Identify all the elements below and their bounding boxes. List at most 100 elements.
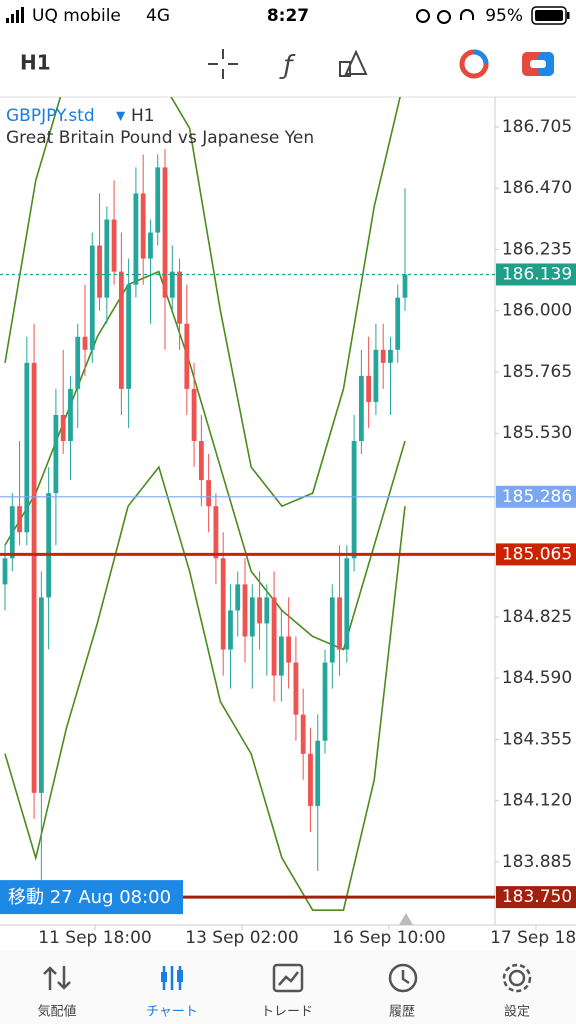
band-upper xyxy=(4,97,401,508)
candle-body xyxy=(351,441,357,559)
price-tag xyxy=(496,485,576,508)
one-click-button[interactable] xyxy=(459,49,489,79)
price-tag-label: 186.139 xyxy=(502,264,572,284)
candle-body xyxy=(184,323,190,389)
y-tick-label: 184.825 xyxy=(502,607,572,627)
candle-body xyxy=(322,662,328,741)
candle-body xyxy=(126,284,132,389)
crosshair-button[interactable] xyxy=(208,49,238,79)
y-tick-label: 186.470 xyxy=(502,178,572,198)
candle-body xyxy=(388,349,393,363)
candle-body xyxy=(278,636,284,676)
price-tag-label: 185.286 xyxy=(502,487,572,507)
overlay: 186.139 185.286 185.065 183.750 移動 27 Aug 08… xyxy=(0,263,576,915)
y-tick-label: 186.000 xyxy=(502,301,572,321)
candle-body xyxy=(395,297,401,350)
nav-label[interactable]: チャート xyxy=(146,1005,198,1020)
candle-body xyxy=(89,245,95,350)
candle-body xyxy=(111,219,117,272)
candle-body xyxy=(300,714,306,754)
candle-body xyxy=(2,558,8,585)
carrier: UQ mobile xyxy=(32,6,121,26)
candle-body xyxy=(169,271,175,298)
y-tick-label: 186.235 xyxy=(502,239,572,259)
candle-body xyxy=(162,167,168,298)
candle-body xyxy=(60,414,66,442)
chart-area: 186.705 186.470 186.235 186.000 185.765 185.5… xyxy=(0,96,576,948)
signal-icon xyxy=(6,7,24,23)
nav-label[interactable]: 設定 xyxy=(504,1004,530,1020)
candle-body xyxy=(24,362,30,533)
cursor-time-box[interactable] xyxy=(0,880,183,915)
candle-body xyxy=(242,584,248,637)
network: 4G xyxy=(146,6,170,26)
candle-body xyxy=(315,740,321,806)
x-tick-label: 17 Sep 18: xyxy=(490,928,576,948)
x-tick-label: 16 Sep 10:00 xyxy=(332,928,445,948)
candle-body xyxy=(249,597,255,637)
y-tick-label: 185.765 xyxy=(502,362,572,382)
candle-body xyxy=(293,662,299,715)
price-tag xyxy=(496,543,576,566)
candle-body xyxy=(31,362,37,793)
candle-body xyxy=(206,480,212,507)
candle-body xyxy=(82,336,88,350)
candle-body xyxy=(402,274,408,298)
candle-body xyxy=(140,193,146,259)
status-bar xyxy=(0,0,576,34)
candle-body xyxy=(148,232,153,259)
candle-body xyxy=(344,558,350,650)
candle-body xyxy=(235,584,241,611)
clock: 8:27 xyxy=(267,6,309,26)
x-tick-label: 13 Sep 02:00 xyxy=(185,928,298,948)
battery-icon xyxy=(531,6,570,25)
symbol-description: Great Britain Pound vs Japanese Yen xyxy=(6,128,314,148)
indicators-button[interactable]: ƒ xyxy=(278,51,296,81)
symbol[interactable]: GBPJPY.std xyxy=(6,106,95,126)
candle-body xyxy=(366,375,372,402)
price-tag-label: 183.750 xyxy=(502,887,572,907)
candle-body xyxy=(17,506,22,533)
nav-label[interactable]: トレード xyxy=(261,1005,313,1020)
scroll-marker xyxy=(399,913,413,925)
candle-body xyxy=(155,167,161,233)
candle-body xyxy=(104,219,110,298)
candle-body xyxy=(68,388,73,442)
candle-body xyxy=(46,493,52,598)
candle-body xyxy=(213,506,219,559)
price-tag xyxy=(496,886,576,909)
objects-button[interactable] xyxy=(339,49,368,77)
candle-body xyxy=(286,636,292,663)
candle-body xyxy=(264,597,270,624)
status-icons xyxy=(416,9,474,24)
trade-button[interactable] xyxy=(522,52,554,76)
nav-label[interactable]: 履歴 xyxy=(389,1005,415,1020)
candle-body xyxy=(257,597,262,624)
nav-label[interactable]: 気配値 xyxy=(37,1004,76,1020)
candle-body xyxy=(358,375,364,442)
candle-body xyxy=(198,441,204,481)
candle-body xyxy=(133,193,139,285)
candle-body xyxy=(220,558,226,650)
bottom-nav xyxy=(0,950,576,1024)
symbol-dropdown[interactable]: ▼ xyxy=(116,109,126,123)
battery-level: 95% xyxy=(485,6,523,26)
candle-body xyxy=(38,597,44,793)
timeframe-button[interactable]: H1 xyxy=(20,51,51,75)
plot xyxy=(2,97,408,911)
nav-icons xyxy=(43,963,532,993)
chart-timeframe: H1 xyxy=(131,106,155,126)
price-tag xyxy=(496,263,576,286)
candle-body xyxy=(75,336,81,389)
candle-body xyxy=(373,349,379,402)
cursor-time-label[interactable]: 移動 27 Aug 08:00 xyxy=(8,887,171,908)
y-tick-label: 184.355 xyxy=(502,729,572,749)
candle-body xyxy=(97,245,102,298)
candle-body xyxy=(308,753,313,806)
candle-body xyxy=(118,271,124,389)
candle-body xyxy=(228,610,233,650)
candle-body xyxy=(329,597,335,663)
candle-body xyxy=(271,597,277,676)
